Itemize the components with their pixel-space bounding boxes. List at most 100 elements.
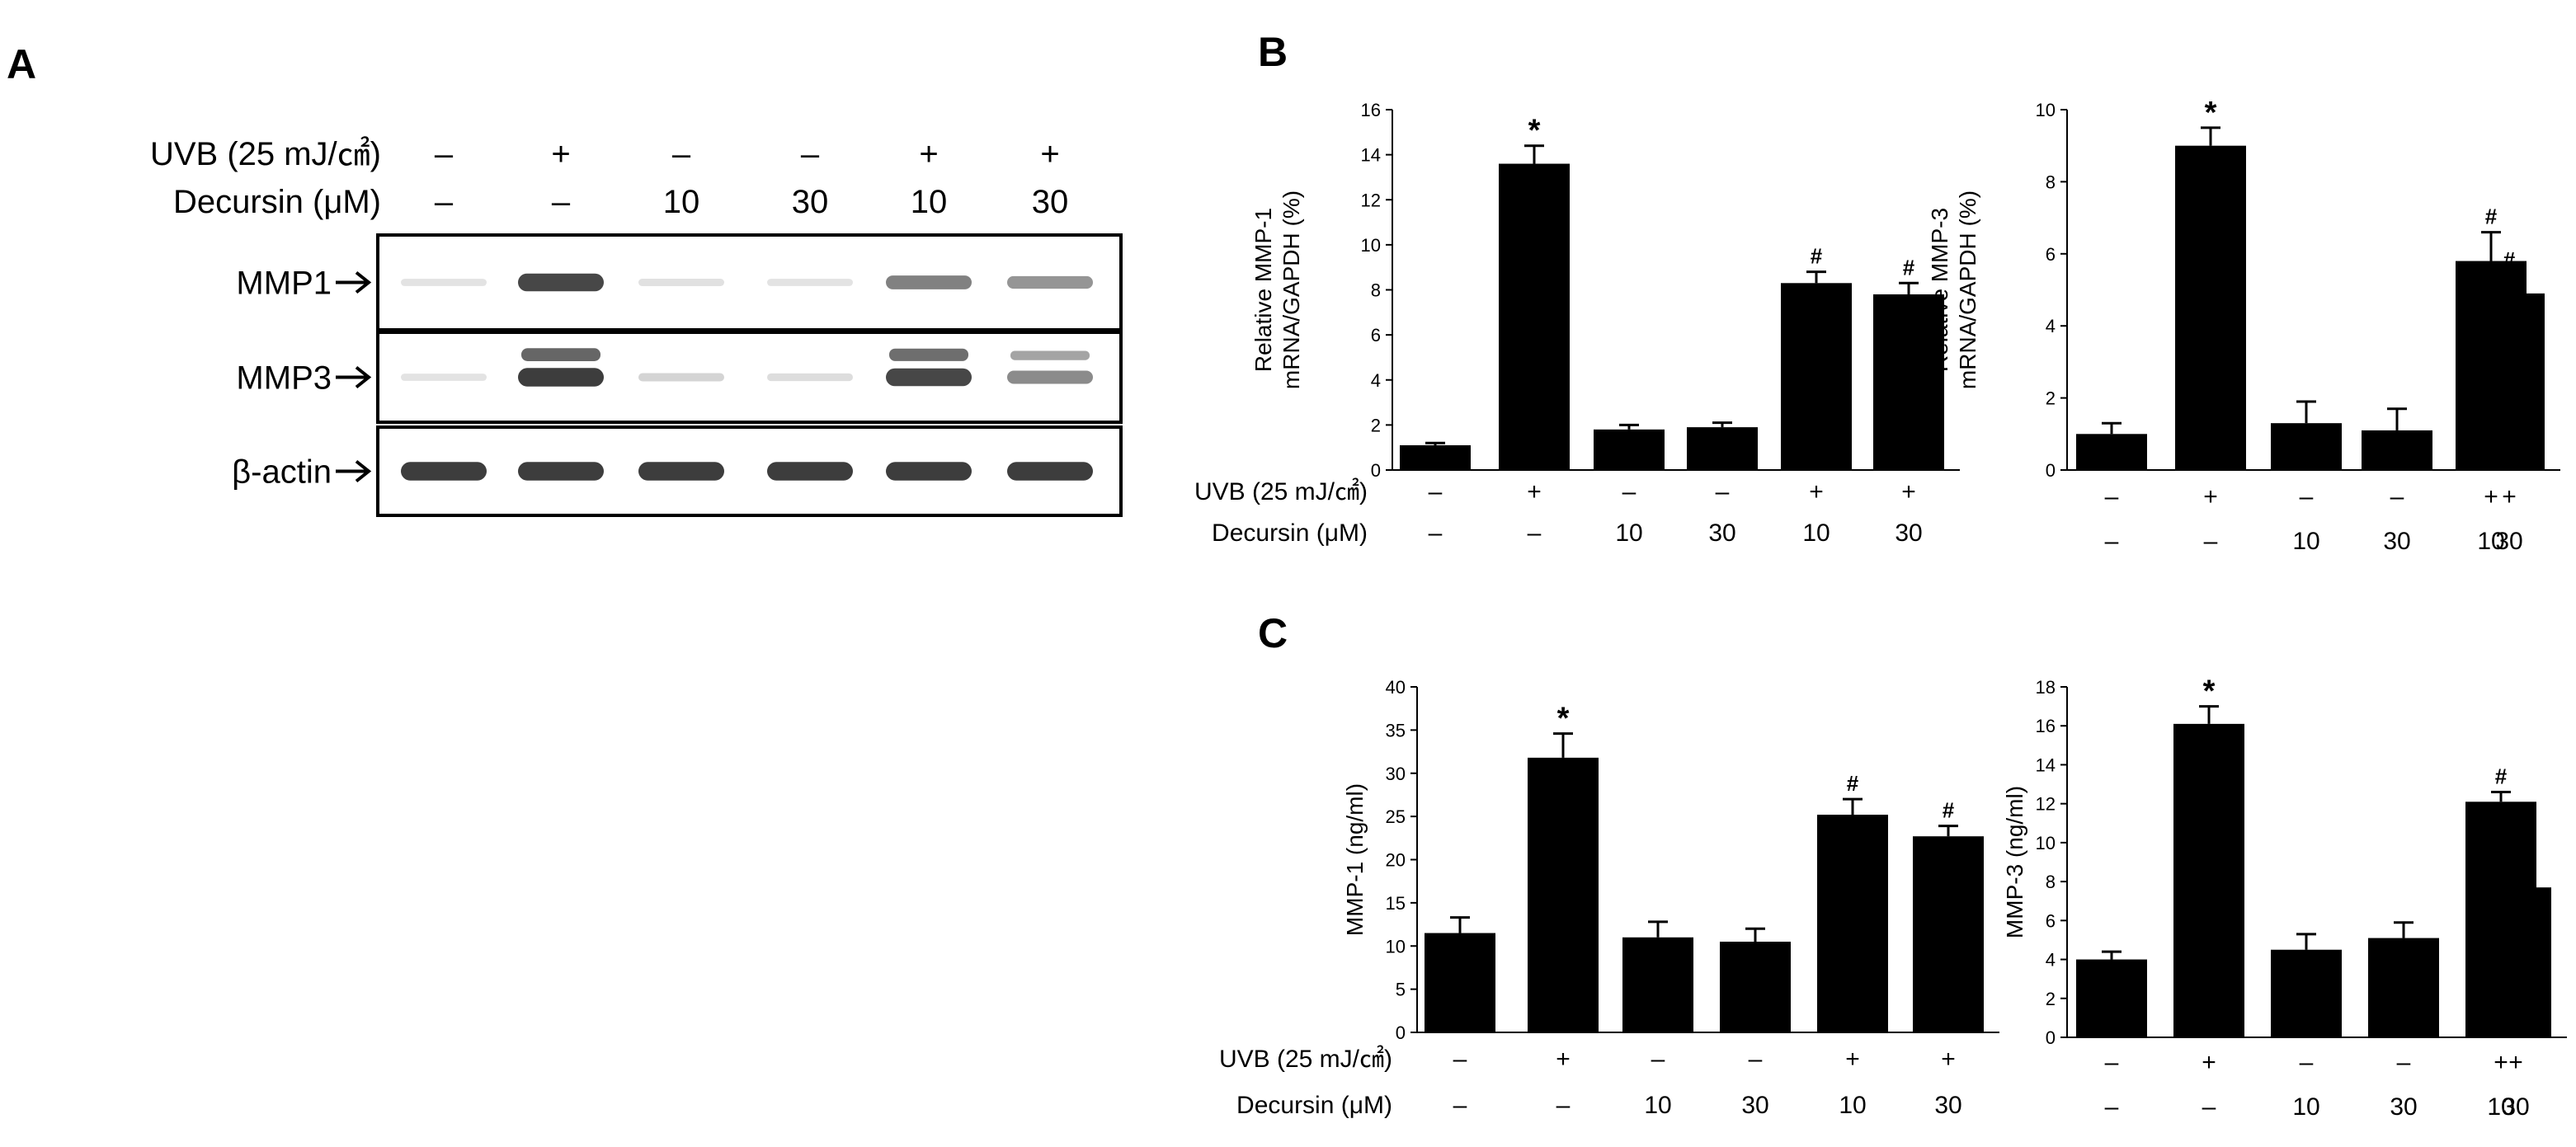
y-tick-label: 30 bbox=[1386, 764, 1406, 784]
blot-treatment-value: – bbox=[672, 136, 691, 172]
blot-arrow bbox=[355, 270, 372, 294]
blot-band bbox=[767, 462, 853, 481]
bar bbox=[2271, 949, 2342, 1037]
y-tick-label: 4 bbox=[2046, 950, 2056, 971]
treatment-value: – bbox=[2105, 528, 2119, 555]
panel-label-b: B bbox=[1258, 29, 1288, 75]
y-tick-label: 4 bbox=[2046, 316, 2056, 336]
y-tick-label: 6 bbox=[1371, 325, 1381, 346]
y-tick-label: 16 bbox=[1361, 100, 1381, 120]
y-tick-label: 8 bbox=[1371, 280, 1381, 301]
treatment-value: – bbox=[1716, 478, 1730, 505]
treatment-value: – bbox=[1453, 1092, 1467, 1119]
blot-treatment-value: – bbox=[435, 184, 454, 220]
significance-marker: # bbox=[1847, 771, 1859, 796]
bar bbox=[1425, 933, 1495, 1032]
treatment-value: 10 bbox=[1644, 1092, 1671, 1119]
blot-treatment-value: 30 bbox=[792, 184, 829, 220]
y-tick-label: 25 bbox=[1386, 806, 1406, 827]
treatment-value: 10 bbox=[1615, 519, 1642, 547]
blot-band-label: MMP3 bbox=[236, 360, 332, 397]
blot-membrane-box bbox=[376, 233, 1123, 331]
panel-label-c: C bbox=[1258, 610, 1288, 656]
blot-band-label: β-actin bbox=[232, 454, 332, 491]
treatment-value: + bbox=[1845, 1046, 1860, 1073]
blot-band bbox=[518, 273, 604, 292]
y-tick-label: 12 bbox=[2036, 794, 2056, 815]
bar bbox=[2480, 887, 2551, 1037]
bar bbox=[2271, 423, 2342, 470]
treatment-value: + bbox=[2494, 1049, 2508, 1076]
treatment-value: 30 bbox=[1934, 1092, 1961, 1119]
treatment-value: – bbox=[2300, 483, 2314, 510]
blot-band bbox=[889, 348, 968, 361]
y-axis-label: MMP-3 (ng/ml) bbox=[2002, 786, 2027, 938]
treatment-value: – bbox=[2204, 528, 2218, 555]
y-tick-label: 10 bbox=[2036, 100, 2056, 120]
y-tick-label: 14 bbox=[2036, 754, 2056, 775]
blot-band bbox=[1007, 275, 1093, 289]
y-tick-label: 0 bbox=[2046, 1027, 2056, 1048]
treatment-value: 10 bbox=[1839, 1092, 1866, 1119]
blot-band bbox=[401, 279, 487, 286]
treatment-value: – bbox=[1651, 1046, 1665, 1073]
blot-treatment-value: 10 bbox=[911, 184, 948, 220]
blot-band bbox=[518, 368, 604, 387]
treatment-value: – bbox=[2105, 1049, 2119, 1076]
y-tick-label: 18 bbox=[2036, 677, 2056, 698]
treatment-value: + bbox=[2203, 483, 2218, 510]
blot-band bbox=[401, 462, 487, 481]
treatment-value: 10 bbox=[2292, 1093, 2319, 1121]
bar-charts: 0 2 4 6 8 10 12 14 16 Relative MMP-1 mRNA/GAPDH (%… bbox=[1194, 96, 2567, 1121]
treatment-value: – bbox=[1749, 1046, 1763, 1073]
y-tick-label: 20 bbox=[1386, 850, 1406, 871]
blot-band bbox=[886, 275, 972, 289]
treatment-value: + bbox=[2484, 483, 2498, 510]
y-axis-label: MMP-1 (ng/ml) bbox=[1342, 783, 1368, 936]
significance-marker: # bbox=[1811, 244, 1823, 269]
treatment-label: UVB (25 mJ/㎠) bbox=[1194, 478, 1368, 505]
treatment-value: – bbox=[2202, 1093, 2216, 1121]
treatment-label: UVB (25 mJ/㎠) bbox=[1219, 1046, 1392, 1073]
bar bbox=[2368, 938, 2439, 1037]
bar bbox=[1528, 757, 1599, 1032]
blot-band-label: MMP1 bbox=[236, 266, 332, 302]
treatment-value: – bbox=[2105, 1093, 2119, 1121]
y-tick-label: 0 bbox=[1396, 1022, 1406, 1043]
blot-arrow bbox=[355, 365, 372, 389]
y-tick-label: 10 bbox=[1361, 235, 1381, 256]
blot-band bbox=[518, 462, 604, 481]
bar bbox=[1499, 163, 1570, 471]
treatment-label: Decursin (μM) bbox=[1212, 519, 1368, 547]
treatment-value: + bbox=[2508, 1049, 2523, 1076]
treatment-value: 30 bbox=[2495, 528, 2522, 555]
bar bbox=[1720, 942, 1791, 1032]
blot-arrow bbox=[355, 459, 372, 483]
bar bbox=[2362, 430, 2432, 470]
blot-band bbox=[1010, 350, 1090, 360]
treatment-value: – bbox=[1528, 519, 1542, 547]
blot-band bbox=[401, 374, 487, 381]
blot-treatment-value: – bbox=[435, 136, 454, 172]
y-tick-label: 5 bbox=[1396, 980, 1406, 1000]
blot-band bbox=[521, 348, 600, 361]
treatment-value: – bbox=[1429, 519, 1443, 547]
significance-marker: * bbox=[2203, 675, 2216, 709]
treatment-value: + bbox=[1809, 478, 1824, 505]
treatment-value: – bbox=[1453, 1046, 1467, 1073]
bar bbox=[2076, 959, 2147, 1037]
bar bbox=[2076, 434, 2147, 470]
y-tick-label: 2 bbox=[1371, 415, 1381, 435]
y-axis-label: mRNA/GAPDH (%) bbox=[1955, 190, 1980, 389]
y-axis-label: Relative MMP-1 bbox=[1250, 208, 1276, 372]
treatment-value: 10 bbox=[1802, 519, 1830, 547]
bar bbox=[1913, 836, 1984, 1032]
treatment-value: + bbox=[1527, 478, 1542, 505]
y-tick-label: 10 bbox=[1386, 936, 1406, 957]
significance-marker: # bbox=[1903, 255, 1915, 280]
y-tick-label: 40 bbox=[1386, 677, 1406, 698]
treatment-value: + bbox=[2202, 1049, 2216, 1076]
treatment-value: 10 bbox=[2292, 528, 2319, 555]
